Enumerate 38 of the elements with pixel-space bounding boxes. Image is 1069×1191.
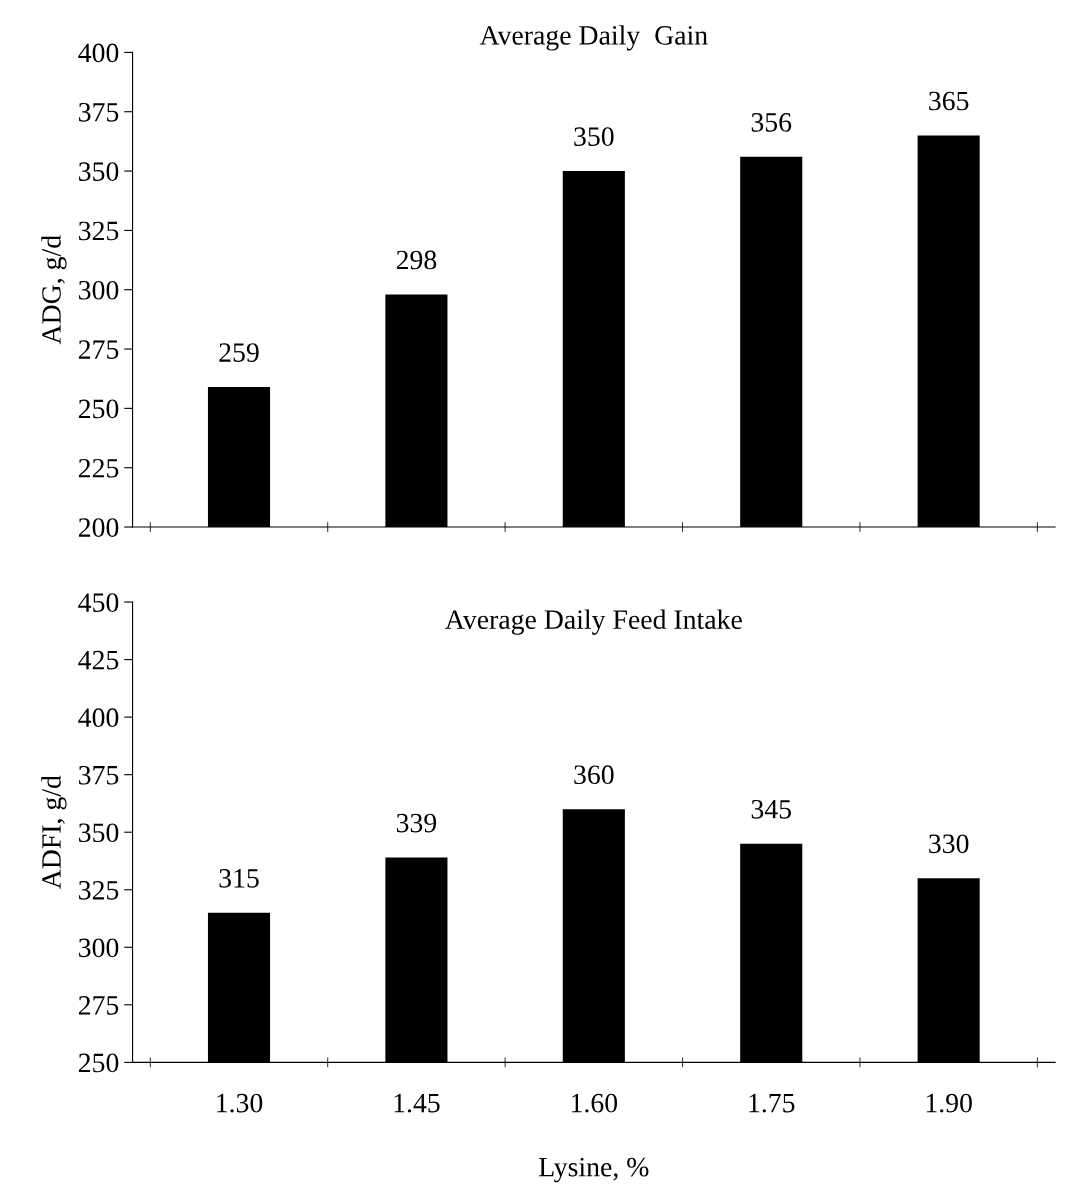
y-tick-label: 325 [79, 880, 119, 900]
chart-title: Average Daily Feed Intake [445, 609, 742, 635]
data-label: 356 [751, 113, 792, 132]
data-label: 360 [574, 765, 614, 785]
x-tick-label: 1.45 [394, 1093, 440, 1113]
y-axis-title: ADG, g/d [41, 235, 67, 345]
x-tick-label: 1.75 [749, 1093, 795, 1113]
x-tick-label: 1.90 [926, 1093, 972, 1113]
y-tick-label: 300 [79, 280, 119, 300]
data-label: 350 [574, 127, 614, 146]
y-tick-label: 275 [78, 996, 119, 1015]
y-tick-label: 325 [79, 221, 119, 241]
y-tick-label: 375 [79, 102, 119, 122]
y-tick-label: 200 [78, 518, 119, 537]
y-tick-label: 425 [78, 650, 119, 670]
y-tick-label: 275 [78, 340, 119, 359]
data-label: 339 [396, 813, 437, 833]
chart-title: Average Daily Gain [479, 25, 708, 51]
x-tick-label: 1.60 [571, 1093, 618, 1113]
y-tick-label: 400 [78, 43, 119, 63]
y-tick-label: 250 [78, 1053, 119, 1073]
data-label: 365 [929, 91, 969, 111]
x-axis-title: Lysine, % [539, 1157, 649, 1183]
x-tick-label: 1.30 [217, 1093, 263, 1113]
y-tick-label: 225 [78, 458, 119, 478]
y-tick-label: 400 [78, 708, 119, 728]
y-tick-label: 450 [78, 593, 119, 612]
y-tick-label: 250 [78, 399, 119, 419]
y-tick-label: 300 [79, 938, 119, 958]
data-label: 315 [219, 869, 259, 888]
data-label: 298 [396, 250, 437, 270]
data-label: 345 [751, 799, 791, 819]
y-tick-label: 350 [79, 823, 119, 843]
y-tick-label: 350 [79, 162, 119, 181]
y-axis-title: ADFI, g/d [41, 775, 67, 890]
data-label: 259 [219, 343, 259, 362]
data-label: 330 [929, 834, 969, 854]
y-tick-label: 375 [79, 765, 119, 785]
